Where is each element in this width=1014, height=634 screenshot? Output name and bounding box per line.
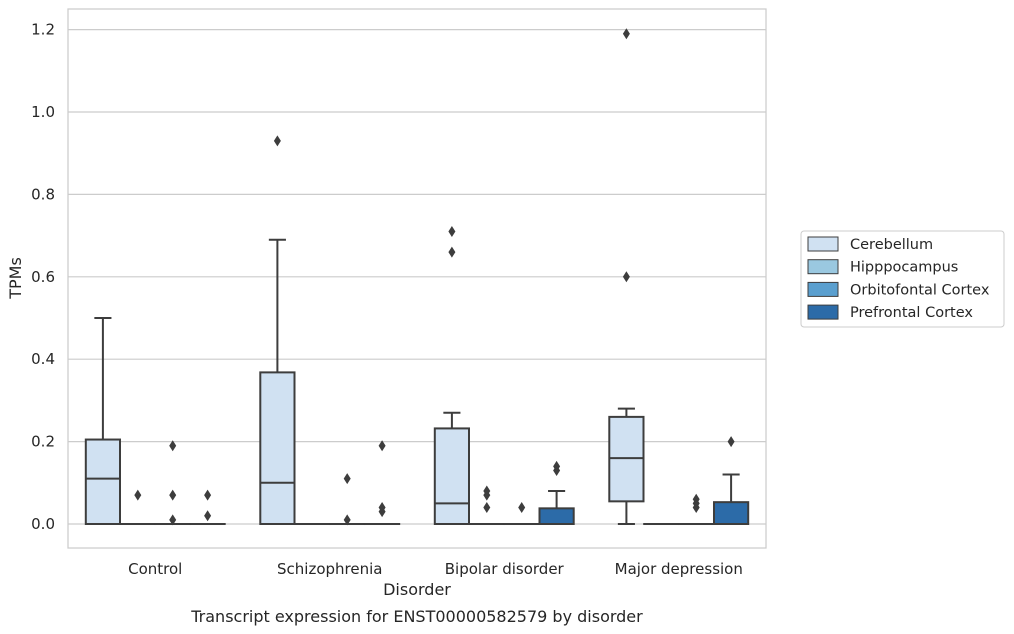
box xyxy=(189,489,226,526)
x-axis-title: Disorder xyxy=(383,580,451,599)
box xyxy=(608,28,645,525)
outlier-point xyxy=(343,514,351,526)
box xyxy=(329,473,366,526)
legend-swatch xyxy=(807,304,839,320)
box-body xyxy=(608,415,645,503)
outlier-point xyxy=(169,514,177,526)
legend-label: Prefrontal Cortex xyxy=(850,305,973,321)
box-body xyxy=(84,438,122,526)
box-body xyxy=(433,427,471,525)
y-tick-label: 0.2 xyxy=(31,433,55,451)
outlier-point xyxy=(169,440,177,452)
legend-label: Hipppocampus xyxy=(850,260,958,276)
legend-label: Cerebellum xyxy=(850,237,933,253)
y-axis-tick-labels: 0.0 0.2 0.4 0.6 0.8 1.0 1.2 xyxy=(31,21,55,533)
outlier-point xyxy=(204,510,212,522)
box-body xyxy=(259,371,296,525)
x-axis-tick-labels: Control Schizophrenia Bipolar disorder Majo… xyxy=(128,560,743,578)
box xyxy=(84,317,122,526)
box xyxy=(468,485,505,526)
box xyxy=(503,502,540,526)
y-tick-label: 0.0 xyxy=(31,515,55,533)
outlier-point xyxy=(343,473,351,485)
box-body xyxy=(538,507,575,525)
outlier-point xyxy=(622,271,630,283)
outlier-point xyxy=(692,493,700,505)
outlier-point xyxy=(553,460,561,472)
outlier-point xyxy=(483,485,491,497)
legend-swatch xyxy=(807,259,839,275)
outlier-point xyxy=(622,28,630,40)
outlier-point xyxy=(518,502,526,514)
outlier-point xyxy=(273,135,281,147)
plot-frame xyxy=(67,8,767,549)
outlier-point xyxy=(448,225,456,237)
legend-swatch xyxy=(807,236,839,252)
outlier-point xyxy=(204,489,212,501)
chart-caption: Transcript expression for ENST0000058257… xyxy=(190,607,643,626)
outlier-point xyxy=(134,489,142,501)
box-plot-series xyxy=(84,28,750,526)
gridlines xyxy=(68,29,766,525)
outlier-point xyxy=(378,502,386,514)
y-tick-label: 0.6 xyxy=(31,268,55,286)
box xyxy=(259,135,296,525)
x-tick-label: Control xyxy=(128,560,182,578)
legend-frame xyxy=(800,230,1005,328)
y-tick-label: 1.2 xyxy=(31,21,55,39)
y-tick-label: 1.0 xyxy=(31,103,55,121)
legend-swatch xyxy=(807,281,839,297)
box xyxy=(538,460,575,525)
y-tick-label: 0.8 xyxy=(31,185,55,203)
box xyxy=(154,440,191,526)
outlier-point xyxy=(378,440,386,452)
legend: Cerebellum Hipppocampus Orbitofontal Corte… xyxy=(800,230,1005,328)
y-tick-label: 0.4 xyxy=(31,350,55,368)
outlier-point xyxy=(483,502,491,514)
legend-label: Orbitofontal Cortex xyxy=(850,282,990,298)
x-tick-label: Bipolar disorder xyxy=(445,560,565,578)
x-tick-label: Schizophrenia xyxy=(277,560,382,578)
box xyxy=(433,225,471,525)
outlier-point xyxy=(448,246,456,258)
box xyxy=(678,493,715,526)
outlier-point xyxy=(727,436,735,448)
box xyxy=(363,440,401,526)
box xyxy=(712,436,750,526)
y-axis-title: TPMs xyxy=(6,257,25,300)
x-tick-label: Major depression xyxy=(615,560,743,578)
box xyxy=(119,489,156,526)
box-body xyxy=(712,501,750,526)
outlier-point xyxy=(169,489,177,501)
